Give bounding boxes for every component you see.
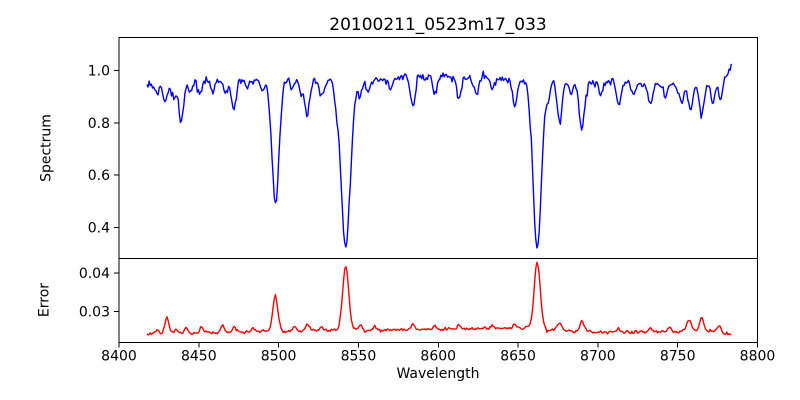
wavelength-xlabel: Wavelength — [396, 366, 479, 382]
x-tick-label: 8500 — [261, 349, 297, 365]
spectrum-ylabel: Spectrum — [39, 114, 55, 182]
spectrum-axes-frame — [118, 37, 758, 259]
x-tick-label: 8750 — [660, 349, 696, 365]
y-tick-label: 0.4 — [88, 221, 110, 237]
series-layer — [146, 63, 733, 336]
y-tick-label: 0.03 — [79, 305, 110, 321]
y-tick-label: 0.6 — [88, 168, 110, 184]
y-tick-label: 0.8 — [88, 116, 110, 132]
spectrum-series — [146, 63, 733, 249]
error-series — [146, 261, 732, 336]
x-tick-label: 8600 — [420, 349, 456, 365]
error-ylabel: Error — [37, 283, 53, 317]
x-tick-label: 8400 — [101, 349, 137, 365]
x-tick-label: 8450 — [181, 349, 217, 365]
x-tick-label: 8700 — [580, 349, 616, 365]
x-tick-label: 8650 — [500, 349, 536, 365]
y-tick-label: 0.04 — [79, 266, 110, 282]
chart-title: 20100211_0523m17_033 — [329, 15, 546, 35]
x-tick-label: 8800 — [740, 349, 776, 365]
axes-layer: 1.0 0.8 0.6 0.4 0.04 0.03 8400 8450 8500 8550 8600… — [79, 37, 776, 365]
x-tick-label: 8550 — [341, 349, 377, 365]
y-tick-label: 1.0 — [88, 63, 110, 79]
